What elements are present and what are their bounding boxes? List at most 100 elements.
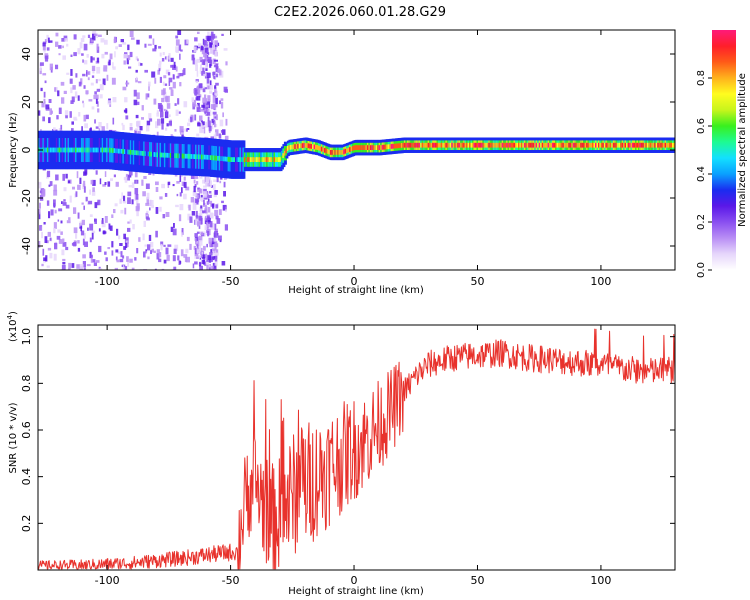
heatmap-noise-cell bbox=[201, 197, 204, 202]
heatmap-noise-cell bbox=[198, 263, 201, 266]
heatmap-noise-cell bbox=[77, 95, 80, 101]
heatmap-noise-cell bbox=[41, 263, 44, 267]
heatmap-noise-cell bbox=[172, 81, 176, 89]
heatmap-noise-cell bbox=[151, 71, 156, 78]
heatmap-noise-cell bbox=[219, 239, 222, 243]
heatmap-noise-cell bbox=[194, 89, 198, 96]
heatmap-noise-cell bbox=[71, 263, 75, 268]
heatmap-noise-cell bbox=[53, 189, 58, 196]
heatmap-noise-cell bbox=[94, 202, 98, 209]
heatmap-noise-cell bbox=[77, 247, 81, 252]
heatmap-noise-cell bbox=[177, 98, 180, 105]
heatmap-noise-cell bbox=[214, 230, 218, 238]
heatmap-noise-cell bbox=[133, 99, 138, 106]
heatmap-noise-cell bbox=[60, 220, 63, 224]
heatmap-noise-cell bbox=[170, 134, 173, 137]
heatmap-noise-cell bbox=[61, 201, 64, 204]
heatmap-noise-cell bbox=[217, 68, 221, 73]
heatmap-noise-cell bbox=[77, 184, 81, 190]
heatmap-noise-cell bbox=[114, 267, 118, 270]
y-tick-label: -20 bbox=[20, 189, 33, 207]
heatmap-noise-cell bbox=[124, 207, 127, 215]
colorbar-tick-label: 0.4 bbox=[696, 166, 707, 182]
heatmap-noise-cell bbox=[87, 77, 90, 81]
heatmap-noise-cell bbox=[93, 33, 98, 36]
heatmap-noise-cell bbox=[179, 175, 182, 182]
heatmap-noise-cell bbox=[136, 92, 140, 100]
heatmap-noise-cell bbox=[47, 247, 52, 251]
heatmap-noise-cell bbox=[144, 43, 147, 48]
heatmap-noise-cell bbox=[82, 73, 86, 77]
heatmap-noise-cell bbox=[91, 230, 96, 234]
heatmap-noise-cell bbox=[84, 123, 88, 129]
heatmap-noise-cell bbox=[207, 255, 212, 260]
heatmap-noise-cell bbox=[39, 68, 42, 75]
heatmap-noise-cell bbox=[122, 124, 125, 131]
heatmap-noise-cell bbox=[214, 59, 218, 62]
heatmap-noise-cell bbox=[127, 55, 131, 61]
heatmap-noise-cell bbox=[197, 187, 200, 190]
heatmap-noise-cell bbox=[163, 75, 167, 79]
heatmap-noise-cell bbox=[137, 130, 142, 135]
heatmap-noise-cell bbox=[219, 100, 221, 105]
heatmap-noise-cell bbox=[41, 102, 46, 108]
heatmap-noise-cell bbox=[102, 78, 106, 86]
heatmap-noise-cell bbox=[214, 116, 217, 119]
heatmap-noise-cell bbox=[71, 121, 74, 125]
heatmap-noise-cell bbox=[200, 247, 203, 252]
heatmap-noise-cell bbox=[134, 171, 138, 178]
heatmap-noise-cell bbox=[161, 123, 164, 130]
heatmap-noise-cell bbox=[75, 191, 78, 197]
heatmap-noise-cell bbox=[183, 128, 185, 132]
heatmap-noise-cell bbox=[71, 96, 75, 103]
heatmap-noise-cell bbox=[192, 190, 197, 197]
heatmap-noise-cell bbox=[127, 227, 131, 232]
heatmap-noise-cell bbox=[194, 184, 197, 188]
heatmap-noise-cell bbox=[95, 98, 98, 104]
heatmap-noise-cell bbox=[82, 238, 85, 246]
heatmap-noise-cell bbox=[135, 56, 138, 61]
heatmap-noise-cell bbox=[53, 127, 56, 131]
heatmap-noise-cell bbox=[104, 182, 107, 185]
heatmap-noise-cell bbox=[188, 204, 191, 211]
heatmap-noise-cell bbox=[136, 197, 139, 204]
heatmap-noise-cell bbox=[197, 236, 200, 241]
heatmap-noise-cell bbox=[190, 117, 193, 123]
heatmap-noise-cell bbox=[196, 231, 200, 234]
heatmap-noise-cell bbox=[144, 69, 148, 73]
heatmap-noise-cell bbox=[196, 243, 199, 249]
heatmap-noise-cell bbox=[145, 249, 148, 253]
heatmap-noise-cell bbox=[156, 253, 160, 260]
heatmap-noise-cell bbox=[100, 38, 105, 43]
heatmap-noise-cell bbox=[62, 173, 65, 181]
heatmap-noise-cell bbox=[149, 241, 154, 248]
heatmap-noise-cell bbox=[135, 69, 138, 73]
spectrogram-y-ticks: -40 -20 0 20 40 bbox=[20, 47, 675, 255]
heatmap-noise-cell bbox=[145, 202, 150, 206]
heatmap-noise-cell bbox=[197, 31, 200, 34]
heatmap-noise-cell bbox=[94, 91, 97, 95]
heatmap-noise-cell bbox=[174, 244, 179, 251]
heatmap-noise-cell bbox=[48, 211, 51, 219]
heatmap-noise-cell bbox=[63, 35, 68, 40]
heatmap-noise-cell bbox=[161, 58, 165, 62]
heatmap-noise-cell bbox=[46, 34, 49, 42]
heatmap-noise-cell bbox=[179, 126, 184, 133]
heatmap-noise-cell bbox=[192, 99, 197, 107]
heatmap-noise-cell bbox=[60, 81, 65, 86]
heatmap-noise-cell bbox=[212, 184, 216, 190]
heatmap-noise-cell bbox=[186, 39, 189, 44]
heatmap-noise-cell bbox=[212, 103, 216, 109]
heatmap-noise-cell bbox=[54, 242, 58, 250]
heatmap-noise-cell bbox=[214, 223, 217, 231]
heatmap-noise-cell bbox=[178, 111, 181, 114]
heatmap-noise-cell bbox=[69, 111, 72, 118]
heatmap-noise-cell bbox=[166, 254, 170, 262]
heatmap-noise-cell bbox=[118, 44, 122, 47]
heatmap-noise-cell bbox=[154, 44, 157, 50]
heatmap-noise-cell bbox=[81, 202, 84, 205]
heatmap-noise-cell bbox=[199, 87, 203, 91]
heatmap-noise-cell bbox=[170, 89, 174, 96]
colorbar-tick-label: 0.0 bbox=[696, 262, 707, 278]
heatmap-noise-cell bbox=[62, 258, 66, 261]
